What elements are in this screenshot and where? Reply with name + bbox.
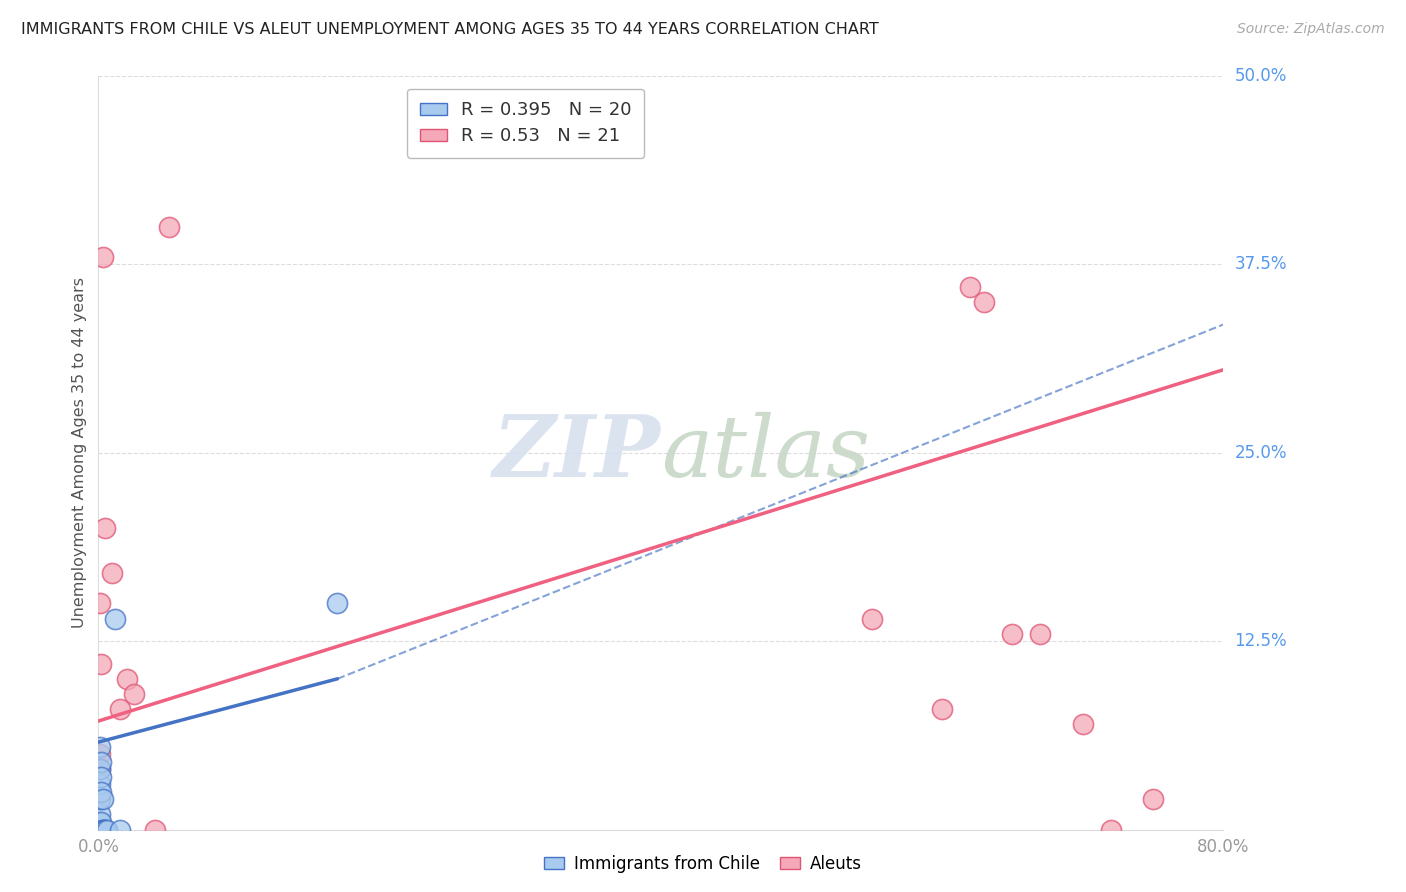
Point bbox=[93, 822, 115, 837]
Legend: Immigrants from Chile, Aleuts: Immigrants from Chile, Aleuts bbox=[537, 848, 869, 880]
Point bbox=[94, 822, 117, 837]
Point bbox=[1001, 626, 1024, 640]
Text: ZIP: ZIP bbox=[494, 411, 661, 494]
Point bbox=[1071, 717, 1094, 731]
Point bbox=[89, 739, 111, 754]
Point bbox=[1142, 792, 1164, 806]
Point bbox=[90, 815, 112, 830]
Point bbox=[89, 762, 111, 776]
Point bbox=[959, 280, 981, 294]
Point bbox=[89, 596, 111, 610]
Point bbox=[89, 777, 111, 791]
Point bbox=[122, 687, 145, 701]
Point bbox=[90, 785, 112, 799]
Point bbox=[91, 822, 114, 837]
Point bbox=[143, 822, 166, 837]
Text: IMMIGRANTS FROM CHILE VS ALEUT UNEMPLOYMENT AMONG AGES 35 TO 44 YEARS CORRELATIO: IMMIGRANTS FROM CHILE VS ALEUT UNEMPLOYM… bbox=[21, 22, 879, 37]
Point bbox=[108, 822, 131, 837]
Point bbox=[91, 250, 114, 264]
Point bbox=[89, 815, 111, 830]
Point bbox=[90, 755, 112, 769]
Text: 25.0%: 25.0% bbox=[1234, 443, 1286, 462]
Text: Source: ZipAtlas.com: Source: ZipAtlas.com bbox=[1237, 22, 1385, 37]
Point bbox=[326, 596, 349, 610]
Point bbox=[104, 611, 127, 625]
Point bbox=[1029, 626, 1052, 640]
Point bbox=[931, 702, 953, 716]
Point bbox=[89, 747, 111, 761]
Point bbox=[94, 521, 117, 535]
Text: 50.0%: 50.0% bbox=[1234, 67, 1286, 85]
Point bbox=[973, 294, 995, 310]
Point bbox=[101, 566, 124, 581]
Point bbox=[115, 672, 138, 686]
Point bbox=[96, 822, 118, 837]
Point bbox=[90, 822, 114, 837]
Point bbox=[94, 822, 117, 837]
Point bbox=[89, 807, 111, 822]
Legend: R = 0.395   N = 20, R = 0.53   N = 21: R = 0.395 N = 20, R = 0.53 N = 21 bbox=[408, 88, 644, 158]
Text: 37.5%: 37.5% bbox=[1234, 255, 1286, 273]
Text: 12.5%: 12.5% bbox=[1234, 632, 1286, 650]
Point bbox=[89, 762, 111, 776]
Point bbox=[89, 792, 111, 806]
Point bbox=[157, 219, 180, 234]
Point bbox=[90, 770, 112, 784]
Point bbox=[1099, 822, 1122, 837]
Point bbox=[860, 611, 883, 625]
Point bbox=[108, 702, 131, 716]
Point bbox=[90, 657, 112, 671]
Point bbox=[91, 792, 114, 806]
Text: atlas: atlas bbox=[661, 411, 870, 494]
Y-axis label: Unemployment Among Ages 35 to 44 years: Unemployment Among Ages 35 to 44 years bbox=[72, 277, 87, 628]
